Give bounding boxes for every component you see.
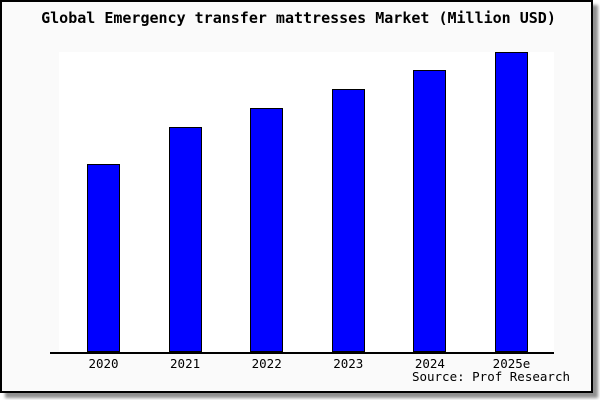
bar-2022 xyxy=(250,107,284,352)
chart-title: Global Emergency transfer mattresses Mar… xyxy=(41,9,556,27)
x-axis-label-2021: 2021 xyxy=(170,356,201,371)
x-axis-label-2020: 2020 xyxy=(88,356,119,371)
bar-2023 xyxy=(331,88,365,352)
bar-2024 xyxy=(413,70,447,352)
chart-frame: Global Emergency transfer mattresses Mar… xyxy=(0,0,593,393)
x-axis-label-2022: 2022 xyxy=(251,356,282,371)
bar-2025e xyxy=(495,52,528,352)
x-axis-line xyxy=(50,352,554,354)
bar-2021 xyxy=(168,127,202,352)
bar-2020 xyxy=(87,163,120,352)
x-axis-label-2024: 2024 xyxy=(414,356,445,371)
x-axis-label-2023: 2023 xyxy=(333,356,364,371)
x-axis-label-2025e: 2025e xyxy=(492,356,531,371)
plot-area xyxy=(59,52,554,352)
source-note: Source: Prof Research xyxy=(411,369,570,384)
